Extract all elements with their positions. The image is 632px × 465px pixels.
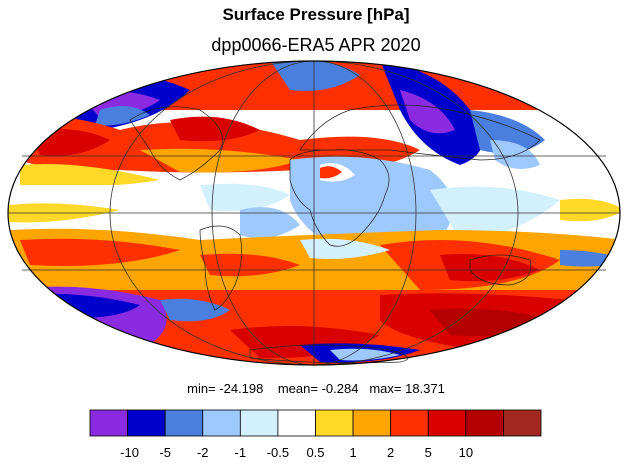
plot-subtitle: dpp0066-ERA5 APR 2020	[211, 35, 421, 55]
colorbar-tick-label: -2	[197, 445, 209, 460]
colorbar-tick-label: 0.5	[306, 445, 324, 460]
colorbar-tick-label: -10	[120, 445, 139, 460]
statistics-line: min= -24.198 mean= -0.284 max= 18.371	[0, 381, 632, 396]
colorbar-swatch	[390, 409, 429, 437]
colorbar-tick-label: -5	[159, 445, 171, 460]
colorbar-tick-label: 10	[459, 445, 473, 460]
colorbar-tick-label: 5	[425, 445, 432, 460]
colorbar-tick-label: 2	[387, 445, 394, 460]
colorbar-swatch	[427, 409, 467, 437]
colorbar-swatch	[465, 409, 504, 437]
mean-value: -0.284	[321, 381, 359, 396]
max-value: 18.371	[405, 381, 445, 396]
colorbar-swatch	[277, 409, 316, 437]
mean-label: mean=	[277, 381, 318, 396]
colorbar-tick-label: 1	[349, 445, 356, 460]
coastlines	[129, 104, 541, 364]
colorbar-swatch	[503, 409, 542, 437]
colorbar-swatch	[239, 409, 279, 437]
colorbar-swatch	[164, 409, 204, 437]
colorbar-tick-label: -0.5	[267, 445, 289, 460]
max-label: max=	[369, 381, 402, 396]
colorbar-swatch	[202, 409, 241, 437]
min-label: min=	[187, 381, 216, 396]
plot-title: Surface Pressure [hPa]	[222, 5, 410, 24]
colorbar-swatch	[352, 409, 392, 437]
globe-outline	[7, 60, 621, 366]
pressure-map	[7, 60, 621, 366]
colorbar-swatch	[127, 409, 166, 437]
colorbar-swatch	[315, 409, 354, 437]
min-value: -24.198	[219, 381, 264, 396]
colorbar-tick-label: -1	[235, 445, 247, 460]
colorbar-swatch	[89, 409, 128, 437]
